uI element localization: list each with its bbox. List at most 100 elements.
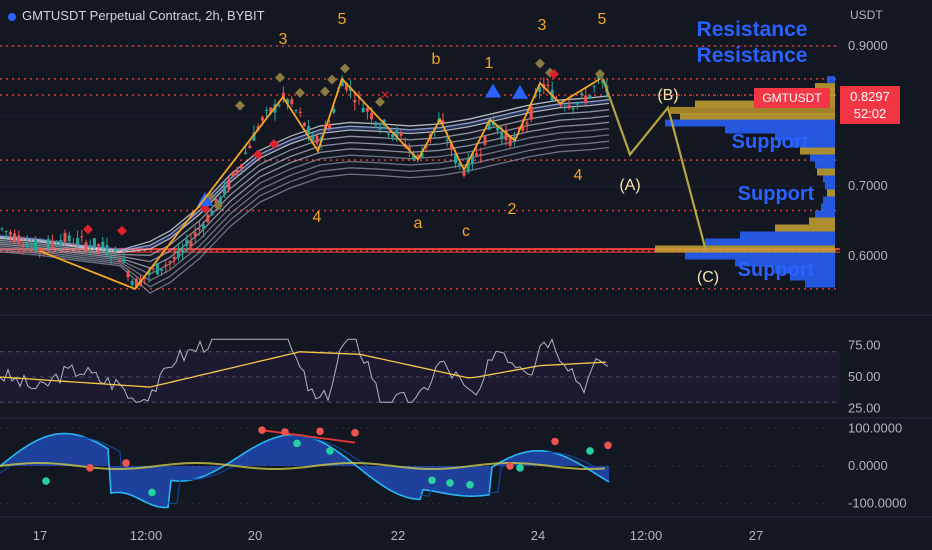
- candle-body: [596, 76, 600, 79]
- candle-body: [8, 232, 12, 235]
- osc-sell-dot: [122, 459, 130, 467]
- abc-wave-label: (B): [657, 87, 678, 104]
- candle-body: [160, 269, 164, 271]
- candle-body: [13, 233, 17, 242]
- candle-body: [294, 110, 298, 112]
- osc-buy-dot: [148, 488, 156, 497]
- volume-profile-bar: [725, 126, 835, 134]
- symbol-tag-text: GMTUSDT: [762, 91, 822, 105]
- osc-tick: -100.0000: [848, 496, 907, 511]
- wave-letter-label: c: [462, 223, 470, 240]
- candle-body: [113, 248, 117, 252]
- candle-body: [227, 179, 231, 190]
- candle-body: [529, 106, 533, 120]
- volume-profile-bar: [827, 189, 835, 197]
- candle-body: [592, 86, 596, 88]
- ema-ribbon-glow: [0, 99, 610, 252]
- candle-body: [17, 235, 21, 243]
- candle-body: [71, 244, 75, 246]
- ema-ribbon-line: [0, 140, 610, 288]
- candle-body: [143, 277, 147, 279]
- candle-body: [80, 236, 84, 238]
- zone-label: Support: [738, 259, 815, 281]
- candle-body: [235, 170, 239, 174]
- candle-body: [206, 214, 210, 222]
- candle-body: [193, 232, 197, 237]
- time-tick: 27: [749, 528, 763, 543]
- wave-number-label: 5: [598, 11, 607, 28]
- candle-body: [38, 248, 42, 252]
- zone-label: Resistance: [697, 44, 808, 67]
- candle-body: [517, 128, 521, 130]
- rsi-tick: 50.00: [848, 369, 881, 384]
- symbol-tag: [754, 88, 830, 108]
- candle-body: [496, 127, 500, 131]
- candle-body: [525, 122, 529, 125]
- ema-ribbon-line: [0, 127, 610, 275]
- candle-body: [210, 210, 214, 216]
- volume-profile-bar: [735, 259, 835, 267]
- candle-body: [25, 243, 29, 248]
- candle-body: [449, 143, 453, 150]
- osc-sell-dot: [258, 426, 266, 434]
- candle-body: [328, 124, 332, 129]
- candle-body: [302, 122, 306, 126]
- candle-body: [59, 239, 63, 245]
- candle-body: [311, 134, 315, 141]
- wave-number-label: 2: [508, 201, 517, 218]
- candle-body: [252, 132, 256, 141]
- candle-body: [395, 130, 399, 138]
- candle-body: [147, 270, 151, 275]
- wave-letter-label: b: [432, 51, 441, 68]
- candle-body: [231, 171, 235, 177]
- candle-body: [344, 82, 348, 91]
- osc-sell-dot: [551, 437, 559, 446]
- candle-body: [101, 241, 105, 248]
- abc-wave-label: (C): [697, 269, 719, 286]
- candle-body: [248, 145, 252, 149]
- symbol-title: GMTUSDT Perpetual Contract, 2h, BYBIT: [22, 8, 265, 23]
- candle-body: [46, 239, 50, 249]
- osc-buy-dot: [446, 479, 454, 487]
- candle-body: [202, 224, 206, 230]
- candle-body: [580, 93, 584, 95]
- candle-body: [92, 238, 96, 248]
- candle-body: [55, 244, 59, 246]
- osc-buy-dot: [42, 477, 50, 485]
- candle-body: [512, 136, 516, 141]
- candle-body: [504, 131, 508, 141]
- divergence-line: [261, 429, 356, 444]
- candle-body: [218, 197, 222, 204]
- candle-body: [126, 271, 130, 278]
- time-tick: 20: [248, 528, 262, 543]
- candle-body: [420, 152, 424, 158]
- candle-body: [277, 105, 281, 107]
- candle-body: [546, 84, 550, 86]
- candle-body: [260, 117, 264, 121]
- wave-number-label: 3: [538, 17, 547, 34]
- osc-tick: 0.0000: [848, 458, 888, 473]
- volume-profile-bar: [775, 266, 835, 274]
- candle-body: [265, 109, 269, 111]
- candle-body: [399, 132, 403, 136]
- candle-body: [168, 261, 172, 263]
- candle-body: [378, 126, 382, 130]
- wave-line: [39, 77, 601, 290]
- sell-diamond: [269, 139, 279, 149]
- candle-body: [340, 79, 344, 87]
- price-tick: 0.7000: [848, 178, 888, 193]
- volume-profile-bar: [823, 175, 835, 183]
- volume-profile-bar: [790, 140, 835, 148]
- osc-sell-dot: [351, 429, 359, 437]
- candle-body: [134, 278, 138, 289]
- volume-profile-bar: [685, 252, 835, 260]
- candle-body: [466, 158, 470, 172]
- rsi-line: [0, 337, 609, 403]
- osc-buy-dot: [466, 481, 474, 489]
- ema-ribbon-line: [0, 102, 610, 254]
- candle-body: [189, 241, 193, 247]
- chart-header: GMTUSDT Perpetual Contract, 2h, BYBIT: [8, 8, 265, 23]
- volume-profile-bar: [805, 280, 835, 288]
- volume-profile-bar: [670, 106, 835, 114]
